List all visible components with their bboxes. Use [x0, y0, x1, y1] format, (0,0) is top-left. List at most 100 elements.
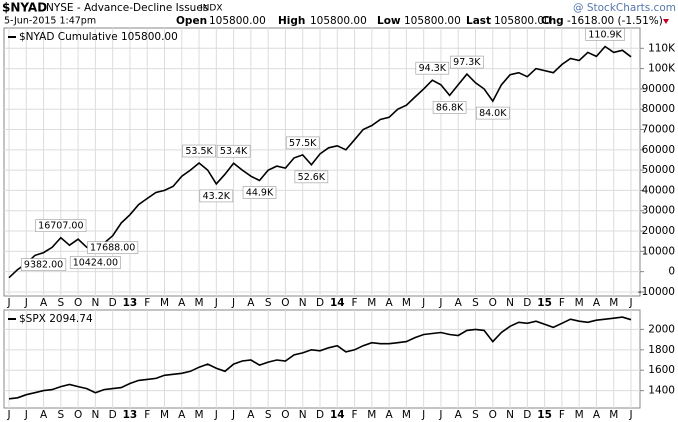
y-tick-label: 1600	[648, 364, 675, 376]
quote-label: Low	[377, 15, 401, 27]
x-tick-label: N	[91, 297, 99, 309]
value-label: 53.4K	[220, 146, 248, 157]
value-label-box	[415, 61, 450, 75]
x-tick-label: A	[178, 409, 186, 421]
legend-label: $NYAD Cumulative 105800.00	[19, 31, 178, 43]
x-tick-label: J	[438, 297, 442, 309]
value-label-box	[69, 256, 121, 269]
x-tick-label: J	[628, 409, 632, 421]
quote-label: High	[278, 15, 305, 27]
x-tick-label: N	[299, 409, 307, 421]
value-label: 110.9K	[588, 29, 622, 40]
value-label-box	[87, 241, 139, 255]
x-tick-label: 14	[330, 409, 345, 421]
x-tick-label: M	[367, 409, 376, 421]
quote-value: -1618.00 (-1.51%)	[567, 15, 663, 27]
date: 5-Jun-2015 1:47pm	[4, 16, 96, 27]
x-tick-label: A	[386, 409, 394, 421]
x-tick-label: 14	[330, 297, 345, 309]
x-tick-label: M	[609, 409, 618, 421]
x-tick-label: S	[57, 409, 64, 421]
x-tick-label: M	[160, 409, 169, 421]
legend-label: $SPX 2094.74	[19, 313, 93, 325]
x-tick-label: M	[402, 409, 411, 421]
quote-label: Open	[176, 15, 207, 27]
x-tick-label: O	[74, 297, 82, 309]
quote-label: Last	[466, 15, 491, 27]
x-tick-label: M	[402, 297, 411, 309]
x-tick-label: M	[160, 297, 169, 309]
x-tick-label: M	[367, 297, 376, 309]
x-tick-label: S	[265, 297, 272, 309]
x-tick-label: N	[299, 297, 307, 309]
symbol: $NYAD	[2, 1, 47, 15]
x-tick-label: 15	[537, 409, 552, 421]
value-label-box	[450, 55, 484, 69]
x-tick-label: 15	[537, 297, 552, 309]
x-tick-label: F	[352, 297, 358, 309]
x-tick-label: S	[472, 409, 479, 421]
quote-value: 105800.00	[404, 15, 461, 27]
value-label: 97.3K	[453, 57, 481, 68]
y-tick-label: -10000	[638, 286, 675, 298]
x-tick-label: J	[24, 297, 28, 309]
value-label: 17688.00	[90, 243, 135, 254]
x-tick-label: 13	[123, 297, 138, 309]
y-tick-label: 2000	[648, 323, 675, 335]
x-tick-label: M	[195, 409, 204, 421]
y-tick-label: 30000	[642, 205, 675, 217]
value-label: 44.9K	[246, 187, 274, 198]
value-label-box	[585, 28, 625, 41]
x-tick-label: 13	[123, 409, 138, 421]
quote-label: Chg	[541, 15, 564, 27]
x-tick-label: D	[109, 409, 117, 421]
x-tick-label: J	[231, 297, 235, 309]
x-tick-label: J	[6, 297, 10, 309]
x-tick-label: M	[575, 297, 584, 309]
y-tick-label: 90000	[642, 83, 675, 95]
series-line	[8, 316, 632, 400]
y-tick-label: 10000	[642, 245, 675, 257]
panel	[3, 309, 641, 409]
x-tick-label: F	[559, 297, 565, 309]
x-tick-label: N	[506, 297, 514, 309]
x-tick-label: D	[523, 409, 531, 421]
x-tick-label: O	[489, 297, 497, 309]
x-tick-label: M	[195, 297, 204, 309]
value-label: 9382.00	[24, 260, 63, 271]
x-tick-label: F	[559, 409, 565, 421]
x-tick-label: J	[438, 409, 442, 421]
x-tick-label: D	[523, 297, 531, 309]
x-tick-label: D	[109, 297, 117, 309]
x-tick-label: A	[247, 409, 255, 421]
x-tick-label: A	[386, 297, 394, 309]
y-tick-label: 20000	[642, 225, 675, 237]
x-tick-label: F	[144, 409, 150, 421]
x-tick-label: A	[40, 409, 48, 421]
x-tick-label: A	[178, 297, 186, 309]
x-tick-label: M	[575, 409, 584, 421]
value-label: 53.5K	[185, 146, 213, 157]
x-tick-label: O	[489, 409, 497, 421]
value-label-box	[199, 189, 234, 203]
quote-value: 105800.00	[209, 15, 266, 27]
y-tick-label: 110K	[648, 42, 676, 54]
x-tick-label: J	[231, 409, 235, 421]
x-tick-label: J	[421, 297, 425, 309]
x-tick-label: N	[506, 409, 514, 421]
y-tick-label: 50000	[642, 164, 675, 176]
x-tick-label: F	[144, 297, 150, 309]
y-tick-label: 80000	[642, 103, 675, 115]
quote-value: 105800.00	[310, 15, 367, 27]
value-label: 86.8K	[436, 102, 464, 113]
value-label-box	[182, 144, 216, 158]
x-tick-label: J	[214, 409, 218, 421]
exchange: INDX	[200, 4, 222, 14]
value-label: 57.5K	[289, 138, 317, 149]
x-tick-label: N	[91, 409, 99, 421]
value-label-box	[35, 219, 87, 233]
x-tick-label: A	[593, 297, 601, 309]
x-tick-label: D	[316, 409, 324, 421]
series-line	[8, 45, 632, 279]
value-label: 84.0K	[479, 108, 507, 119]
